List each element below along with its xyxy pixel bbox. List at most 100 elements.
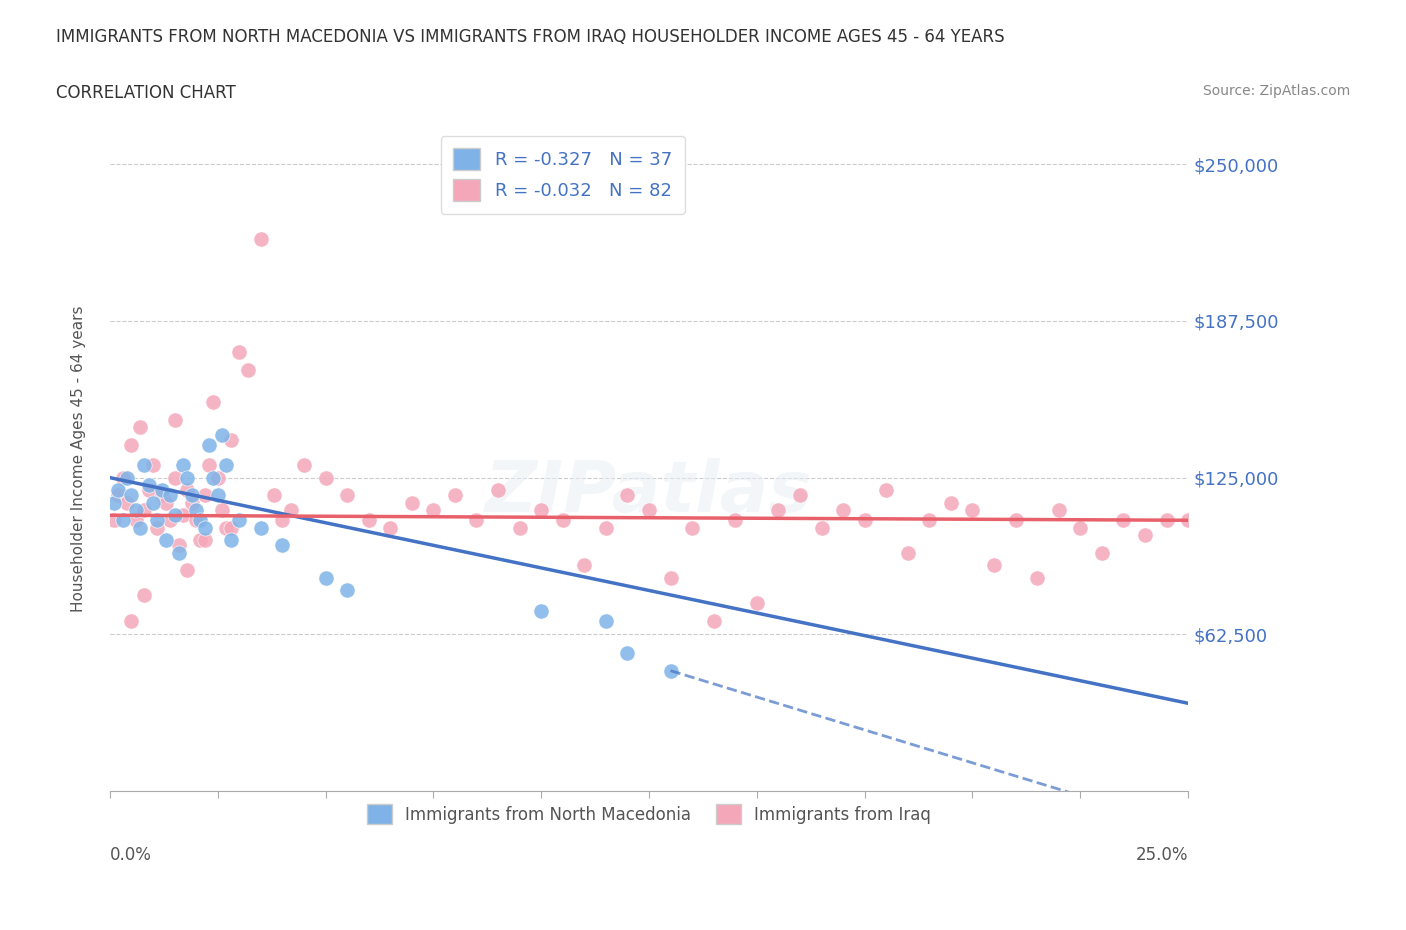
Point (134, 503, 156, 518)
Point (336, 583, 359, 598)
Point (918, 512, 941, 527)
Point (115, 496, 138, 511)
Point (897, 545, 920, 560)
Point (103, 512, 125, 527)
Point (486, 483, 509, 498)
Point (1026, 570, 1049, 585)
Point (638, 503, 661, 518)
Point (357, 512, 380, 527)
Point (595, 613, 617, 628)
Point (1004, 512, 1026, 527)
Text: Source: ZipAtlas.com: Source: ZipAtlas.com (1202, 84, 1350, 98)
Point (150, 487, 173, 502)
Point (167, 545, 190, 560)
Point (271, 512, 294, 527)
Point (659, 663, 682, 678)
Point (163, 413, 186, 428)
Point (1177, 512, 1199, 527)
Point (207, 487, 229, 502)
Point (401, 496, 423, 511)
Point (125, 503, 148, 518)
Point (176, 471, 198, 485)
Point (163, 471, 186, 485)
Point (444, 487, 467, 502)
Point (315, 471, 337, 485)
Text: CORRELATION CHART: CORRELATION CHART (56, 84, 236, 101)
Point (159, 512, 181, 527)
Point (194, 521, 217, 536)
Point (103, 496, 125, 511)
Point (789, 487, 811, 502)
Point (336, 487, 359, 502)
Point (190, 512, 212, 527)
Point (280, 503, 302, 518)
Point (129, 420, 152, 435)
Point (159, 487, 181, 502)
Point (263, 487, 285, 502)
Point (129, 521, 152, 536)
Point (180, 487, 202, 502)
Point (111, 471, 134, 485)
Point (202, 471, 225, 485)
Point (194, 533, 217, 548)
Point (198, 458, 221, 472)
Point (724, 512, 747, 527)
Point (659, 570, 682, 585)
Point (768, 503, 790, 518)
Point (595, 521, 617, 536)
Point (574, 558, 596, 573)
Text: 25.0%: 25.0% (1136, 846, 1188, 864)
Point (176, 483, 198, 498)
Point (138, 483, 160, 498)
Point (215, 521, 238, 536)
Point (184, 503, 207, 518)
Point (155, 496, 177, 511)
Point (146, 512, 169, 527)
Point (120, 613, 142, 628)
Point (422, 503, 444, 518)
Point (810, 521, 832, 536)
Point (228, 512, 250, 527)
Point (250, 232, 273, 246)
Point (939, 496, 962, 511)
Point (107, 483, 129, 498)
Point (219, 521, 242, 536)
Point (219, 432, 242, 447)
Point (832, 503, 855, 518)
Point (616, 487, 638, 502)
Point (120, 487, 142, 502)
Point (163, 508, 186, 523)
Point (107, 487, 129, 502)
Point (228, 345, 250, 360)
Point (142, 496, 165, 511)
Point (207, 471, 229, 485)
Point (111, 512, 134, 527)
Point (142, 458, 165, 472)
Point (134, 588, 156, 603)
Point (530, 503, 553, 518)
Point (380, 521, 402, 536)
Point (962, 503, 984, 518)
Point (138, 478, 160, 493)
Point (176, 563, 198, 578)
Point (115, 471, 138, 485)
Point (211, 503, 233, 518)
Point (172, 508, 194, 523)
Point (202, 395, 225, 410)
Text: ZIPatlas: ZIPatlas (485, 458, 813, 526)
Point (875, 483, 897, 498)
Point (551, 512, 574, 527)
Point (155, 533, 177, 548)
Point (150, 483, 173, 498)
Point (125, 512, 148, 527)
Point (1047, 503, 1070, 518)
Point (530, 603, 553, 618)
Text: 0.0%: 0.0% (110, 846, 152, 864)
Point (616, 645, 638, 660)
Point (190, 533, 212, 548)
Point (1091, 545, 1114, 560)
Point (146, 521, 169, 536)
Point (509, 521, 531, 536)
Point (1112, 512, 1135, 527)
Point (745, 595, 768, 610)
